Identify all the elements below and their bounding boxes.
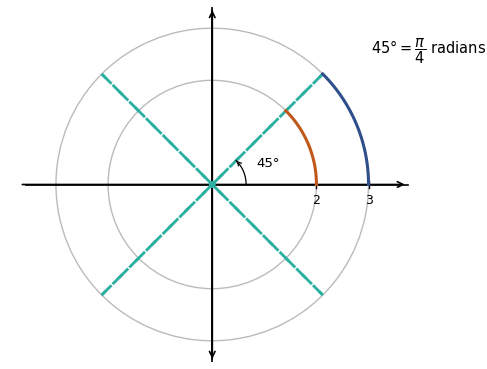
Text: 45°: 45° bbox=[257, 157, 281, 170]
Text: 3: 3 bbox=[365, 194, 373, 207]
Text: 2: 2 bbox=[313, 194, 320, 207]
Text: $45°= \dfrac{\pi}{4}$ radians: $45°= \dfrac{\pi}{4}$ radians bbox=[371, 37, 487, 66]
Circle shape bbox=[209, 182, 215, 187]
